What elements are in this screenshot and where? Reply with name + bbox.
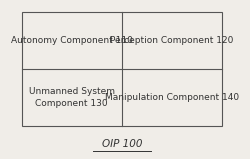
Text: Perception Component 120: Perception Component 120 — [110, 36, 234, 45]
Text: OIP 100: OIP 100 — [102, 139, 142, 149]
FancyBboxPatch shape — [22, 12, 222, 126]
Text: Autonomy Component 110: Autonomy Component 110 — [11, 36, 133, 45]
Text: Unmanned System
Component 130: Unmanned System Component 130 — [29, 87, 115, 107]
Text: Manipulation Component 140: Manipulation Component 140 — [105, 93, 239, 102]
